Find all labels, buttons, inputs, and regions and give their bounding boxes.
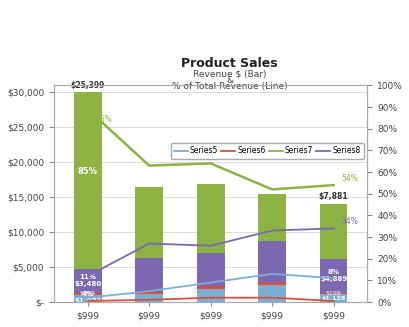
Bar <box>196 253 224 286</box>
Bar <box>258 282 285 284</box>
Text: $999: $999 <box>79 291 95 296</box>
Bar <box>74 269 101 293</box>
Text: 54%: 54% <box>340 174 357 183</box>
Bar <box>135 258 163 292</box>
Bar <box>258 194 285 241</box>
Text: $1,128: $1,128 <box>321 296 345 301</box>
Text: $25,399: $25,399 <box>70 81 105 90</box>
Text: Revenue $ (Bar): Revenue $ (Bar) <box>192 69 265 78</box>
Text: 4%
$1,073: 4% $1,073 <box>74 291 101 304</box>
Bar <box>74 295 101 302</box>
Text: 11%
$3,480: 11% $3,480 <box>74 274 101 287</box>
Text: 85%: 85% <box>78 167 97 176</box>
Bar <box>319 294 347 302</box>
Bar <box>196 286 224 289</box>
Bar <box>135 294 163 302</box>
Bar <box>258 284 285 302</box>
Bar <box>258 241 285 282</box>
Text: &: & <box>225 76 232 85</box>
Text: $7,881: $7,881 <box>318 193 348 201</box>
Text: $199: $199 <box>325 291 341 296</box>
Text: 85%: 85% <box>95 115 112 124</box>
Bar <box>196 289 224 302</box>
Text: 8%
$4,889: 8% $4,889 <box>319 268 346 282</box>
Bar <box>319 203 347 259</box>
Legend: Series5, Series6, Series7, Series8: Series5, Series6, Series7, Series8 <box>171 144 363 159</box>
Text: Product Sales: Product Sales <box>181 57 277 70</box>
Bar <box>196 184 224 253</box>
Text: 34%: 34% <box>340 217 357 226</box>
Bar <box>319 259 347 293</box>
Bar <box>319 293 347 294</box>
Bar <box>135 292 163 294</box>
Text: % of Total Revenue (Line): % of Total Revenue (Line) <box>171 82 287 91</box>
Bar <box>74 92 101 269</box>
Bar <box>74 293 101 295</box>
Bar <box>135 187 163 258</box>
